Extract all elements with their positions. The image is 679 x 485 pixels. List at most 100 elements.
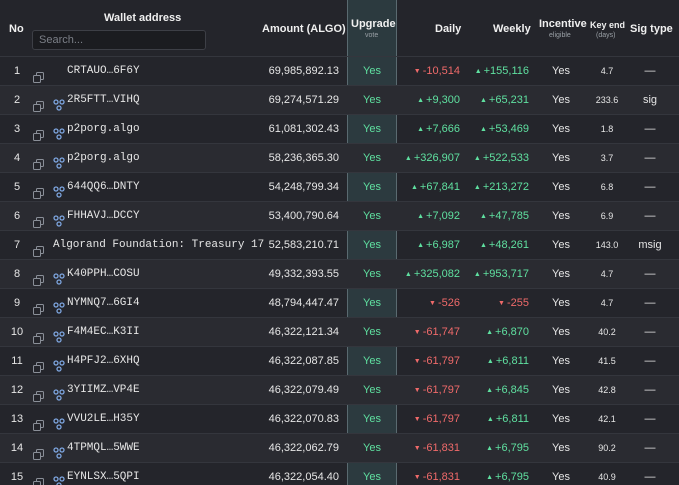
copy-icon[interactable] bbox=[33, 66, 45, 83]
table-row[interactable]: 7 Algorand Foundation: Treasury 17 52,583,… bbox=[0, 230, 679, 259]
wallet-address-link[interactable]: 644QQ6…DNTY bbox=[67, 181, 140, 193]
wallet-address-link[interactable]: H4PFJ2…6XHQ bbox=[67, 355, 140, 367]
copy-icon[interactable] bbox=[33, 443, 45, 460]
copy-icon[interactable] bbox=[33, 182, 45, 199]
table-row[interactable]: 2 2R5FTT…VIHQ 69,274,571.29 Yes ▲ +9,300 ▲ +65,… bbox=[0, 85, 679, 114]
daily-change: ▼ -61,797 bbox=[397, 405, 460, 434]
wallet-address-link[interactable]: FHHAVJ…DCCY bbox=[67, 210, 140, 222]
copy-icon[interactable] bbox=[33, 356, 45, 373]
weekly-change: ▲ +53,469 bbox=[460, 115, 529, 144]
key-end-value: 4.7 bbox=[600, 298, 614, 308]
copy-icon[interactable] bbox=[33, 124, 45, 141]
table-row[interactable]: 15 EYNLSX…5QPI 46,322,054.40 Yes ▼ -61,831 ▲ +6… bbox=[0, 462, 679, 485]
copy-icon[interactable] bbox=[33, 298, 45, 315]
wallet-address-link[interactable]: F4M4EC…K3II bbox=[67, 326, 140, 338]
sig-type-value: — bbox=[644, 413, 656, 425]
copy-icon[interactable] bbox=[33, 153, 45, 170]
weekly-arrow-icon: ▲ bbox=[486, 474, 494, 481]
upgrade-vote-value: Yes bbox=[363, 239, 381, 251]
header-daily[interactable]: Daily bbox=[435, 23, 462, 35]
wallet-address-link[interactable]: p2porg.algo bbox=[67, 123, 140, 135]
weekly-change: ▲ +65,231 bbox=[460, 86, 529, 115]
daily-value: -10,514 bbox=[422, 65, 460, 77]
header-wallet-address[interactable]: Wallet address bbox=[104, 12, 182, 24]
header-weekly[interactable]: Weekly bbox=[493, 23, 531, 35]
amount-value: 52,583,210.71 bbox=[268, 239, 339, 251]
daily-change: ▲ +326,907 bbox=[397, 144, 460, 173]
row-number: 14 bbox=[10, 442, 24, 454]
table-row[interactable]: 3 p2porg.algo 61,081,302.43 Yes ▲ +7,666 ▲ +53,… bbox=[0, 114, 679, 143]
amount-value: 69,985,892.13 bbox=[268, 65, 339, 77]
header-sig-type[interactable]: Sig type bbox=[630, 23, 673, 35]
daily-value: +67,841 bbox=[419, 181, 460, 193]
amount-value: 69,274,571.29 bbox=[268, 94, 339, 106]
wallet-address-link[interactable]: CRTAUO…6F6Y bbox=[67, 65, 140, 77]
wallet-address-link[interactable]: 2R5FTT…VIHQ bbox=[67, 94, 140, 106]
table-row[interactable]: 12 3YIIMZ…VP4E 46,322,079.49 Yes ▼ -61,797 ▲ +6… bbox=[0, 375, 679, 404]
sig-type-value: — bbox=[644, 65, 656, 77]
copy-icon[interactable] bbox=[33, 472, 45, 485]
table-row[interactable]: 11 H4PFJ2…6XHQ 46,322,087.85 Yes ▼ -61,797 ▲ +6… bbox=[0, 346, 679, 375]
copy-icon[interactable] bbox=[33, 385, 45, 402]
daily-value: +325,082 bbox=[413, 268, 460, 280]
header-incentive[interactable]: Incentive bbox=[539, 18, 587, 30]
copy-icon[interactable] bbox=[33, 269, 45, 286]
daily-value: -61,831 bbox=[422, 442, 460, 454]
table-row[interactable]: 13 VVU2LE…H35Y 46,322,070.83 Yes ▼ -61,797 ▲ +6… bbox=[0, 404, 679, 433]
key-end-value: 41.5 bbox=[598, 356, 616, 366]
link-icon bbox=[53, 326, 65, 343]
copy-icon[interactable] bbox=[33, 240, 45, 257]
wallet-address-link[interactable]: VVU2LE…H35Y bbox=[67, 413, 140, 425]
copy-icon[interactable] bbox=[33, 95, 45, 112]
daily-arrow-icon: ▲ bbox=[417, 242, 425, 249]
search-input[interactable] bbox=[32, 30, 206, 50]
daily-change: ▼ -61,747 bbox=[397, 318, 460, 347]
header-key-end-sub: (days) bbox=[596, 32, 616, 39]
wallet-address-link[interactable]: Algorand Foundation: Treasury 17 bbox=[53, 239, 265, 251]
weekly-change: ▲ +6,795 bbox=[460, 463, 529, 485]
daily-arrow-icon: ▼ bbox=[413, 387, 421, 394]
sig-type-value: — bbox=[644, 471, 656, 483]
wallet-address-link[interactable]: 3YIIMZ…VP4E bbox=[67, 384, 140, 396]
table-row[interactable]: 14 4TPMQL…5WWE 46,322,062.79 Yes ▼ -61,831 ▲ +6… bbox=[0, 433, 679, 462]
daily-value: +6,987 bbox=[426, 239, 460, 251]
table-row[interactable]: 9 NYMNQ7…6GI4 48,794,447.47 Yes ▼ -526 ▼ -255 Ye… bbox=[0, 288, 679, 317]
amount-value: 46,322,070.83 bbox=[268, 413, 339, 425]
table-row[interactable]: 10 F4M4EC…K3II 46,322,121.34 Yes ▼ -61,747 ▲ +6… bbox=[0, 317, 679, 346]
incentive-value: Yes bbox=[552, 355, 570, 367]
row-number: 8 bbox=[13, 268, 21, 280]
link-icon bbox=[53, 268, 65, 285]
wallet-address-link[interactable]: EYNLSX…5QPI bbox=[67, 471, 140, 483]
upgrade-vote-value: Yes bbox=[363, 181, 381, 193]
daily-change: ▼ -10,514 bbox=[397, 57, 460, 86]
weekly-arrow-icon: ▲ bbox=[473, 155, 481, 162]
wallet-address-link[interactable]: K40PPH…COSU bbox=[67, 268, 140, 280]
row-number: 3 bbox=[13, 123, 21, 135]
key-end-value: 233.6 bbox=[595, 95, 619, 105]
copy-icon[interactable] bbox=[33, 414, 45, 431]
wallet-address-link[interactable]: 4TPMQL…5WWE bbox=[67, 442, 140, 454]
daily-value: -61,797 bbox=[422, 384, 460, 396]
link-icon bbox=[53, 471, 65, 485]
table-row[interactable]: 5 644QQ6…DNTY 54,248,799.34 Yes ▲ +67,841 ▲ +21… bbox=[0, 172, 679, 201]
table-row[interactable]: 4 p2porg.algo 58,236,365.30 Yes ▲ +326,907 ▲ +5… bbox=[0, 143, 679, 172]
copy-icon[interactable] bbox=[33, 327, 45, 344]
weekly-change: ▲ +6,795 bbox=[460, 434, 529, 463]
table-row[interactable]: 1 CRTAUO…6F6Y 69,985,892.13 Yes ▼ -10,514 ▲ +15… bbox=[0, 56, 679, 85]
wallet-address-link[interactable]: NYMNQ7…6GI4 bbox=[67, 297, 140, 309]
header-upgrade[interactable]: Upgrade bbox=[351, 18, 396, 30]
table-row[interactable]: 8 K40PPH…COSU 49,332,393.55 Yes ▲ +325,082 ▲ +9… bbox=[0, 259, 679, 288]
header-key-end[interactable]: Key end bbox=[590, 20, 626, 30]
wallet-address-link[interactable]: p2porg.algo bbox=[67, 152, 140, 164]
sig-type-value: — bbox=[644, 384, 656, 396]
incentive-value: Yes bbox=[552, 297, 570, 309]
sig-type-value: — bbox=[644, 123, 656, 135]
table-row[interactable]: 6 FHHAVJ…DCCY 53,400,790.64 Yes ▲ +7,092 ▲ +47,… bbox=[0, 201, 679, 230]
weekly-value: +48,261 bbox=[488, 239, 529, 251]
daily-value: -526 bbox=[437, 297, 460, 309]
header-amount[interactable]: Amount (ALGO) bbox=[262, 23, 346, 35]
table-header: No Wallet address Amount (ALGO) Upgrade … bbox=[0, 0, 679, 56]
copy-icon[interactable] bbox=[33, 211, 45, 228]
weekly-arrow-icon: ▲ bbox=[479, 242, 487, 249]
